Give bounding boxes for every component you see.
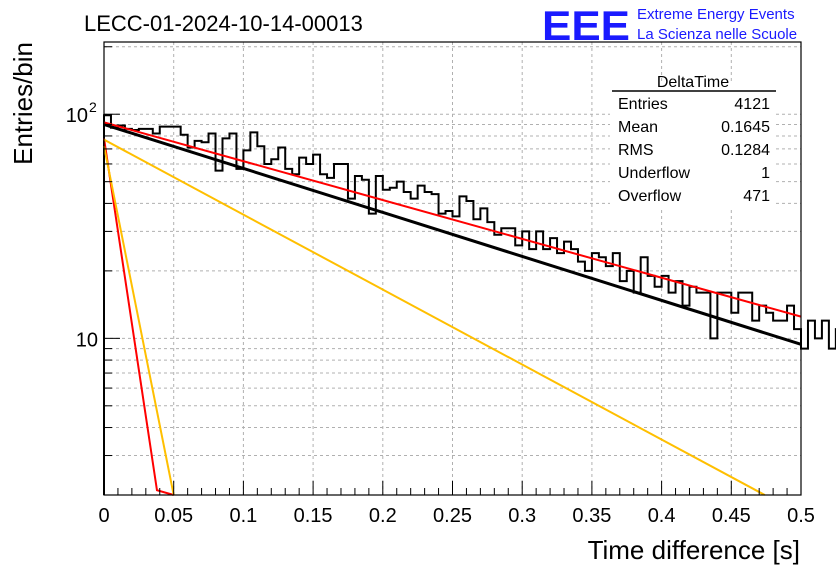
y-tick-label: 10 bbox=[66, 105, 88, 127]
y-axis-title: Entries/bin bbox=[8, 42, 38, 165]
x-tick-label: 0.4 bbox=[648, 505, 676, 527]
x-tick-label: 0.25 bbox=[433, 505, 472, 527]
x-tick-label: 0.1 bbox=[229, 505, 257, 527]
logo-mark: EEE bbox=[542, 2, 630, 49]
x-tick-label: 0.45 bbox=[712, 505, 751, 527]
stats-label-rms: RMS bbox=[618, 142, 654, 159]
axis-ticks: 0 0.05 0.1 0.15 0.2 0.25 0.3 0.35 0.4 0.45 0.510 21… bbox=[66, 46, 815, 527]
grid bbox=[104, 42, 801, 496]
stats-label-entries: Entries bbox=[618, 96, 668, 113]
x-tick-label: 0.5 bbox=[787, 505, 815, 527]
stats-value-overflow: 471 bbox=[743, 188, 770, 205]
y-tick-label: 10 bbox=[76, 329, 98, 351]
stats-box: DeltaTime Entries 4121 Mean 0.1645 RMS 0… bbox=[610, 74, 776, 207]
stats-name: DeltaTime bbox=[657, 74, 729, 91]
fit-fast-red-line bbox=[103, 138, 174, 496]
x-tick-label: 0.05 bbox=[154, 505, 193, 527]
x-tick-label: 0.3 bbox=[508, 505, 536, 527]
stats-value-underflow: 1 bbox=[761, 165, 770, 182]
y-tick-exponent: 2 bbox=[89, 99, 97, 115]
x-tick-label: 0 bbox=[98, 505, 109, 527]
x-axis-title: Time difference [s] bbox=[588, 535, 800, 565]
histogram bbox=[103, 114, 836, 495]
chart-title: LECC-01-2024-10-14-00013 bbox=[84, 11, 363, 36]
fit-curves bbox=[103, 121, 802, 496]
x-tick-label: 0.2 bbox=[369, 505, 397, 527]
stats-value-entries: 4121 bbox=[734, 96, 770, 113]
stats-value-mean: 0.1645 bbox=[721, 119, 770, 136]
logo-line1: Extreme Energy Events bbox=[637, 6, 795, 23]
stats-value-rms: 0.1284 bbox=[721, 142, 770, 159]
fit-total-line bbox=[103, 123, 802, 346]
x-tick-label: 0.35 bbox=[572, 505, 611, 527]
fit-slow-orange-line bbox=[103, 138, 766, 496]
fit-slow-red-line bbox=[103, 121, 802, 318]
fit-fast-orange-line bbox=[103, 145, 175, 496]
stats-label-underflow: Underflow bbox=[618, 165, 690, 182]
stats-label-overflow: Overflow bbox=[618, 188, 682, 205]
stats-label-mean: Mean bbox=[618, 119, 658, 136]
logo-line2: La Scienza nelle Scuole bbox=[637, 26, 797, 43]
x-tick-label: 0.15 bbox=[294, 505, 333, 527]
